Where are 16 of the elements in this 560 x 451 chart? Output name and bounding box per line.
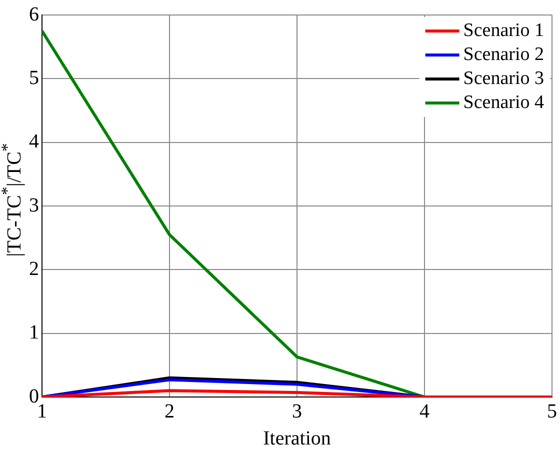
y-tick-label: 5 bbox=[29, 66, 39, 89]
x-tick-label: 4 bbox=[420, 400, 430, 422]
y-tick-label: 3 bbox=[29, 194, 39, 216]
y-tick-label: 1 bbox=[29, 322, 39, 344]
x-tick-label: 5 bbox=[547, 400, 557, 422]
legend-label: Scenario 2 bbox=[463, 44, 544, 65]
legend-label: Scenario 4 bbox=[463, 92, 544, 113]
x-tick-label: 2 bbox=[164, 400, 174, 422]
x-tick-label: 3 bbox=[292, 400, 302, 422]
x-axis-title: Iteration bbox=[263, 427, 331, 450]
y-tick-label: 0 bbox=[29, 385, 39, 408]
y-tick-label: 6 bbox=[29, 3, 39, 26]
y-tick-label: 2 bbox=[29, 258, 39, 280]
y-tick-label: 4 bbox=[29, 130, 39, 153]
legend-label: Scenario 3 bbox=[463, 68, 544, 89]
legend-label: Scenario 1 bbox=[463, 20, 544, 41]
